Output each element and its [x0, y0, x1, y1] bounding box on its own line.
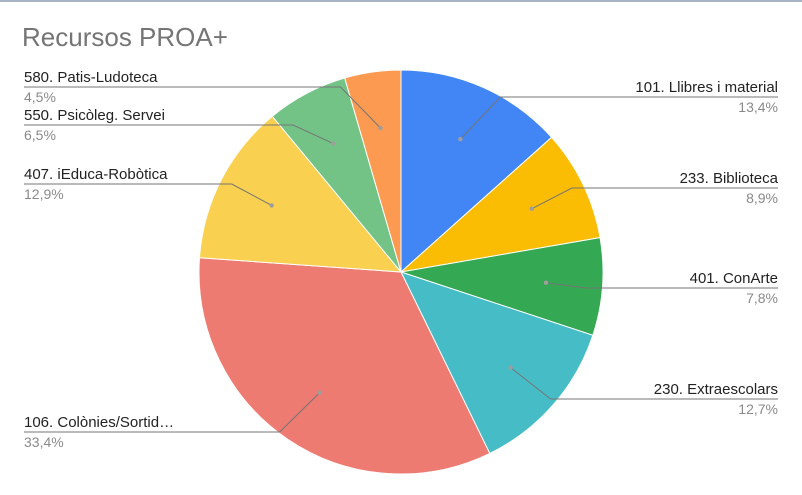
slice-label-580-patis-ludoteca: 580. Patis-Ludoteca: [24, 69, 158, 86]
leader-dot-580-patis-ludoteca: [378, 125, 383, 131]
leader-dot-106-colonies-sortid: [317, 390, 322, 395]
slice-percent-101-llibres-i-material: 13,4%: [738, 99, 778, 115]
chart-title: Recursos PROA+: [22, 22, 228, 52]
leader-line-401-conarte: [545, 282, 778, 289]
pie-slice-106-colonies-sortid: [198, 257, 491, 475]
leader-line-580-patis-ludoteca: [24, 86, 381, 129]
leader-dot-407-ieduca-robotica: [269, 203, 274, 208]
slice-label-407-ieduca-robotica: 407. iEduca-Robòtica: [24, 166, 168, 183]
leader-line-550-psicoleg-servei: [24, 124, 334, 144]
pie-slice-580-patis-ludoteca: [344, 69, 402, 273]
pie-slice-407-ieduca-robotica: [198, 115, 403, 273]
slice-percent-401-conarte: 7,8%: [746, 290, 778, 306]
slice-label-106-colonies-sortid: 106. Colònies/Sortid…: [24, 414, 174, 431]
slice-label-550-psicoleg-servei: 550. Psicòleg. Servei: [24, 107, 165, 124]
leader-dot-401-conarte: [543, 280, 549, 285]
leader-line-233-biblioteca: [531, 187, 778, 210]
pie-slice-233-biblioteca: [399, 136, 601, 273]
leader-dot-550-psicoleg-servei: [330, 141, 336, 146]
pie-slices: [198, 69, 604, 475]
slice-percent-233-biblioteca: 8,9%: [746, 190, 778, 206]
slice-label-230-extraescolars: 230. Extraescolars: [654, 381, 778, 398]
pie-slice-101-llibres-i-material: [400, 69, 553, 274]
slice-label-233-biblioteca: 233. Biblioteca: [680, 170, 779, 187]
leader-line-106-colonies-sortid: [24, 392, 321, 433]
slice-percent-106-colonies-sortid: 33,4%: [24, 434, 64, 450]
leader-dot-233-biblioteca: [529, 206, 535, 211]
slice-label-101-llibres-i-material: 101. Llibres i material: [635, 79, 778, 96]
pie-slice-401-conarte: [400, 237, 604, 336]
pie-labels: 101. Llibres i material 13,4% 233. Bibliot…: [24, 69, 779, 450]
slice-percent-407-ieduca-robotica: 12,9%: [24, 186, 64, 202]
top-border: [0, 0, 802, 2]
slice-percent-580-patis-ludoteca: 4,5%: [24, 89, 56, 105]
slice-percent-230-extraescolars: 12,7%: [738, 401, 778, 417]
leader-dot-101-llibres-i-material: [458, 137, 463, 142]
leader-line-407-ieduca-robotica: [24, 183, 272, 206]
slice-percent-550-psicoleg-servei: 6,5%: [24, 127, 56, 143]
leader-line-230-extraescolars: [510, 367, 778, 400]
leader-dot-230-extraescolars: [508, 365, 513, 370]
leader-line-101-llibres-i-material: [460, 96, 778, 140]
pie-slice-230-extraescolars: [400, 271, 594, 455]
slice-label-401-conarte: 401. ConArte: [690, 270, 778, 287]
